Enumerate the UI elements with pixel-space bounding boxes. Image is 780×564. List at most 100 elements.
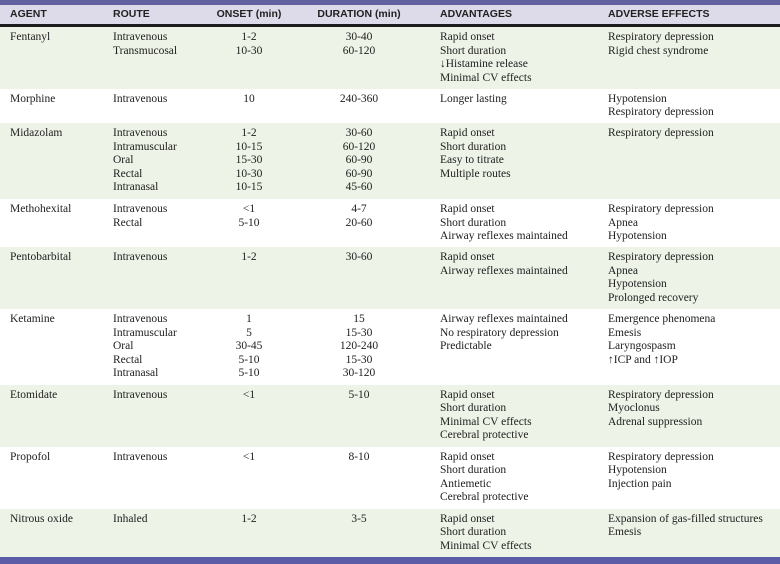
cell-agent: Propofol bbox=[0, 446, 103, 509]
cell-line: 1-2 bbox=[241, 251, 257, 264]
cell-adverse-effects: Respiratory depression bbox=[598, 123, 780, 200]
cell-line: Hypotension bbox=[608, 464, 667, 477]
cell-line: Rapid onset bbox=[440, 251, 495, 264]
cell-agent: Fentanyl bbox=[0, 25, 103, 89]
cell-line: Intramuscular bbox=[113, 140, 177, 153]
column-header-agent: AGENT bbox=[0, 5, 103, 27]
cell-agent: Methohexital bbox=[0, 199, 103, 248]
cell-duration: 30-60 bbox=[288, 247, 430, 310]
cell-advantages: Airway reflexes maintained No respiratory… bbox=[430, 309, 598, 385]
cell-adverse-effects: Respiratory depression Hypotension Injecti… bbox=[598, 446, 780, 509]
cell-route: Inhaled bbox=[103, 508, 210, 557]
cell-line: Fentanyl bbox=[10, 31, 51, 43]
cell-advantages: Longer lasting bbox=[430, 88, 598, 124]
cell-line: Oral bbox=[113, 340, 134, 353]
cell-line: Short duration bbox=[440, 402, 507, 415]
table-row: Ketamine Intravenous Intramuscular Oral Rect… bbox=[0, 309, 780, 385]
table-row: Nitrous oxide Inhaled 1-2 3-5 Rapid onset Sho… bbox=[0, 508, 780, 557]
cell-line: 10-15 bbox=[235, 181, 263, 194]
cell-line: Short duration bbox=[440, 140, 507, 153]
cell-line: Morphine bbox=[10, 92, 56, 105]
cell-advantages: Rapid onset Short duration Antiemetic Cereb… bbox=[430, 446, 598, 509]
cell-line: Adrenal suppression bbox=[608, 415, 703, 428]
column-header-route: ROUTE bbox=[103, 5, 210, 27]
cell-line: 5-10 bbox=[238, 367, 260, 380]
cell-line: Expansion of gas-filled structures bbox=[608, 512, 763, 525]
bottom-border-bar bbox=[0, 557, 780, 564]
cell-line: 10-30 bbox=[235, 167, 263, 180]
cell-line: ↓Histamine release bbox=[440, 58, 528, 70]
cell-route: Intravenous Intramuscular Oral Rectal Intran… bbox=[103, 123, 210, 200]
cell-line: Airway reflexes maintained bbox=[440, 264, 568, 277]
cell-line: Respiratory depression bbox=[608, 450, 714, 463]
cell-line: Apnea bbox=[608, 216, 639, 229]
cell-line: 30-40 bbox=[345, 31, 373, 43]
cell-duration: 8-10 bbox=[288, 446, 430, 509]
cell-line: 1-2 bbox=[241, 512, 257, 525]
cell-line: Injection pain bbox=[608, 477, 672, 490]
cell-line: Respiratory depression bbox=[608, 127, 714, 140]
cell-line: Emesis bbox=[608, 326, 642, 339]
cell-advantages: Rapid onset Short duration Minimal CV effe… bbox=[430, 384, 598, 447]
cell-line: Methohexital bbox=[10, 203, 72, 216]
cell-line: <1 bbox=[242, 388, 256, 401]
column-header-adverse-effects: ADVERSE EFFECTS bbox=[598, 5, 780, 27]
cell-adverse-effects: Hypotension Respiratory depression bbox=[598, 88, 780, 124]
cell-line: Short duration bbox=[440, 526, 507, 539]
cell-line: Rapid onset bbox=[440, 31, 495, 43]
cell-line: Intravenous bbox=[113, 251, 168, 264]
cell-line: Intravenous bbox=[113, 313, 168, 326]
cell-line: Rapid onset bbox=[440, 203, 495, 216]
column-header-duration: DURATION (min) bbox=[288, 5, 430, 27]
cell-agent: Etomidate bbox=[0, 384, 103, 447]
cell-line: Intranasal bbox=[113, 367, 159, 380]
cell-advantages: Rapid onset Short duration Airway reflexes… bbox=[430, 199, 598, 248]
cell-line: 60-120 bbox=[342, 44, 376, 57]
cell-line: 10-30 bbox=[235, 44, 263, 57]
cell-line: Ketamine bbox=[10, 313, 55, 326]
cell-route: Intravenous bbox=[103, 247, 210, 310]
cell-line: Etomidate bbox=[10, 388, 58, 401]
cell-line: Pentobarbital bbox=[10, 251, 72, 264]
cell-line: 8-10 bbox=[348, 450, 370, 463]
cell-line: Rigid chest syndrome bbox=[608, 44, 709, 57]
cell-adverse-effects: Respiratory depression Apnea Hypotension bbox=[598, 199, 780, 248]
table-row: Fentanyl Intravenous Transmucosal 1-2 10-30 3… bbox=[0, 25, 780, 89]
cell-line: 120-240 bbox=[339, 340, 379, 353]
cell-line: 5 bbox=[246, 326, 252, 339]
table-row: Pentobarbital Intravenous 1-2 30-60 Rapid on… bbox=[0, 247, 780, 310]
table-row: Morphine Intravenous 10 240-360 Longer lasti… bbox=[0, 88, 780, 124]
cell-line: Respiratory depression bbox=[608, 106, 714, 119]
cell-line: 5-10 bbox=[348, 388, 370, 401]
cell-line: Antiemetic bbox=[440, 477, 492, 490]
cell-line: Myoclonus bbox=[608, 402, 660, 415]
cell-line: Longer lasting bbox=[440, 92, 507, 105]
cell-line: 4-7 bbox=[351, 203, 367, 216]
cell-agent: Pentobarbital bbox=[0, 247, 103, 310]
cell-agent: Morphine bbox=[0, 88, 103, 124]
cell-line: Respiratory depression bbox=[608, 251, 714, 264]
top-border-bar bbox=[0, 0, 780, 5]
cell-line: Inhaled bbox=[113, 512, 148, 525]
cell-line: No respiratory depression bbox=[440, 326, 559, 339]
cell-agent: Nitrous oxide bbox=[0, 508, 103, 557]
cell-line: Intramuscular bbox=[113, 326, 177, 339]
cell-line: <1 bbox=[242, 203, 256, 216]
cell-onset: 1-2 10-15 15-30 10-30 10-15 bbox=[210, 123, 288, 200]
cell-line: Airway reflexes maintained bbox=[440, 313, 568, 326]
cell-duration: 15 15-30 120-240 15-30 30-120 bbox=[288, 309, 430, 385]
cell-line: Hypotension bbox=[608, 230, 667, 243]
cell-line: Rectal bbox=[113, 353, 143, 366]
cell-adverse-effects: Emergence phenomena Emesis Laryngospasm ↑IC… bbox=[598, 309, 780, 385]
cell-adverse-effects: Expansion of gas-filled structures Emesis bbox=[598, 508, 780, 557]
cell-line: Prolonged recovery bbox=[608, 291, 699, 304]
cell-line: Rectal bbox=[113, 167, 143, 180]
cell-onset: 1 5 30-45 5-10 5-10 bbox=[210, 309, 288, 385]
cell-duration: 30-40 60-120 bbox=[288, 25, 430, 89]
cell-line: Rectal bbox=[113, 216, 143, 229]
cell-onset: 1-2 bbox=[210, 508, 288, 557]
cell-advantages: Rapid onset Short duration Minimal CV effe… bbox=[430, 508, 598, 557]
cell-line: Intravenous bbox=[113, 388, 168, 401]
cell-duration: 30-60 60-120 60-90 60-90 45-60 bbox=[288, 123, 430, 200]
cell-line: ↑ICP and ↑IOP bbox=[608, 353, 678, 366]
